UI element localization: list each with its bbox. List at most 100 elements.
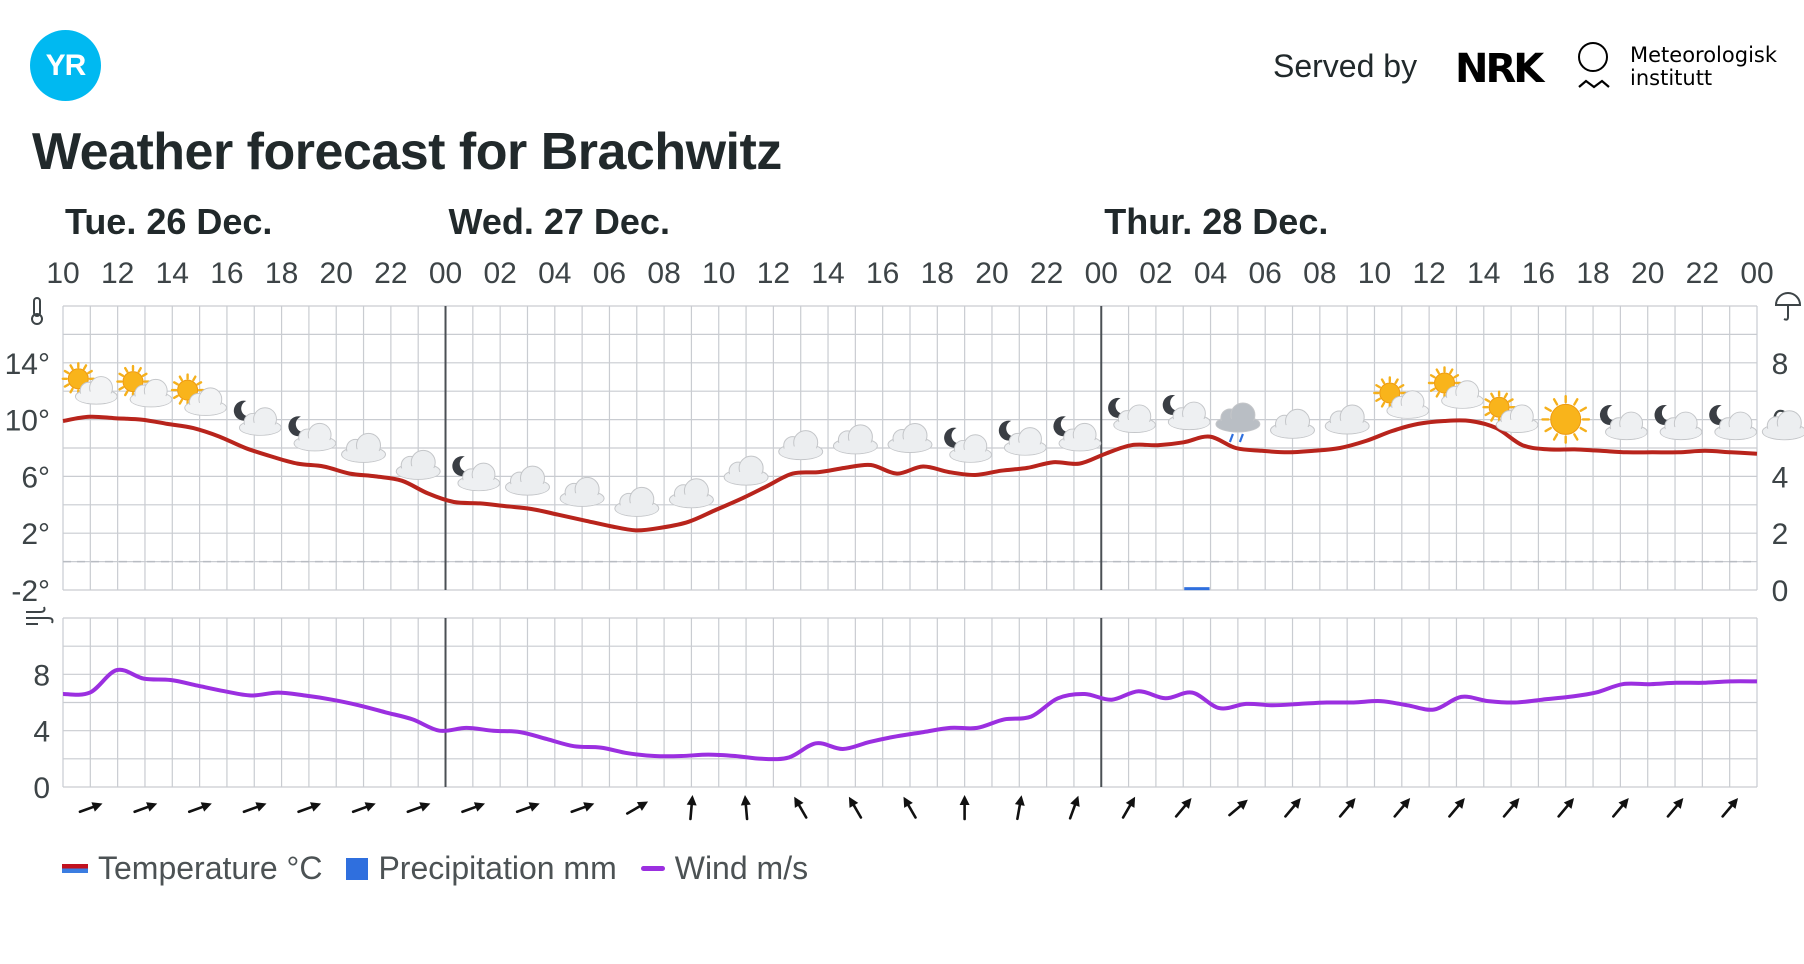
cloud-shape <box>1441 380 1484 409</box>
cloud-fill <box>342 448 385 462</box>
cloud-shape <box>949 434 992 463</box>
cloud-fill <box>779 446 822 460</box>
sun-ray <box>63 383 70 388</box>
cloud-shape <box>832 424 878 455</box>
precipitation-swatch <box>346 857 369 880</box>
x-tick-label: 04 <box>1194 257 1227 290</box>
x-tick-label: 00 <box>429 257 462 290</box>
weather-symbol-light-rain-icon <box>1215 402 1261 443</box>
sun-ray <box>1484 411 1491 417</box>
wind-direction-arrow <box>1502 798 1520 818</box>
met-circle-icon <box>1578 42 1608 72</box>
legend: Temperature °C Precipitation mm Wind m/s <box>62 850 832 887</box>
logo-text: YR <box>45 48 87 82</box>
nrk-logo[interactable]: NRK <box>1455 46 1544 92</box>
wind-direction-arrow <box>133 802 158 814</box>
cloud-shape <box>1003 427 1047 456</box>
weather-symbol-cloudy-icon <box>1324 404 1370 435</box>
served-by-label: Served by <box>1273 48 1418 84</box>
cloud-shape <box>559 476 605 507</box>
weather-symbol-cloudy-icon <box>778 430 824 461</box>
moon-crescent <box>1599 404 1619 425</box>
cloud-fill <box>397 465 440 479</box>
sun-ray <box>1484 398 1491 403</box>
wind-icon <box>26 606 54 625</box>
sun-ray <box>87 369 93 375</box>
wind-direction-arrow <box>570 802 595 814</box>
arrow-head <box>1454 798 1465 809</box>
rain-drop <box>1228 433 1234 443</box>
cloud-shape <box>238 407 282 436</box>
arrow-head <box>686 795 697 806</box>
weather-symbol-partly-cloudy-moon-icon <box>1709 404 1758 441</box>
arrow-head <box>1181 798 1192 809</box>
cloud-shape <box>457 462 501 492</box>
met-line-1: Meteorologisk <box>1630 43 1778 67</box>
wind-tick-label: 0 <box>33 772 50 805</box>
x-tick-label: 08 <box>647 257 680 290</box>
wind-direction-arrow <box>187 802 212 814</box>
met-text: Meteorologisk institutt <box>1630 44 1777 90</box>
moon-shape <box>452 456 471 477</box>
cloud-fill <box>76 391 117 404</box>
wind-direction-arrow <box>959 795 970 821</box>
moon-crescent <box>998 420 1018 441</box>
cloud-fill <box>131 394 171 407</box>
cloud-shape <box>74 376 118 405</box>
wind-direction-arrow <box>848 796 863 819</box>
legend-precipitation: Precipitation mm <box>346 850 617 887</box>
x-tick-label: 18 <box>1576 257 1609 290</box>
cloud-fill <box>1497 419 1538 433</box>
weather-symbol-cloudy-icon <box>505 465 550 496</box>
met-institute-logo[interactable]: Meteorologisk institutt <box>1578 40 1778 100</box>
cloud-fill <box>1114 419 1155 433</box>
cloud-fill <box>1442 395 1483 408</box>
cloud-fill <box>185 402 226 415</box>
x-tick-label: 12 <box>101 257 134 290</box>
umbrella-icon <box>1774 292 1802 321</box>
temp-tick-label: 2° <box>21 518 50 551</box>
sun-ray <box>1573 398 1579 406</box>
arrow-head <box>583 802 595 812</box>
rain-drop <box>1238 433 1244 443</box>
cloud-fill <box>1606 426 1647 440</box>
arrow-head <box>903 796 913 808</box>
cloud-shape <box>505 465 550 496</box>
weather-symbol-partly-cloudy-moon-icon <box>1108 397 1156 433</box>
arrow-head <box>1345 798 1356 809</box>
sun-ray <box>1435 391 1440 398</box>
arrow-head <box>1509 798 1520 809</box>
arrow-head <box>1727 798 1739 809</box>
sun-ray <box>1429 387 1436 392</box>
arrow-head <box>1618 798 1629 809</box>
arrow-head <box>1070 795 1080 807</box>
weather-symbol-cloudy-icon <box>832 424 878 455</box>
wind-swatch <box>640 866 665 871</box>
arrow-head <box>528 802 540 812</box>
yr-logo[interactable]: YR <box>30 30 101 101</box>
moon-shape <box>1599 404 1619 425</box>
wind-direction-arrow <box>1557 798 1575 818</box>
arrow-head <box>959 795 970 805</box>
sun-ray <box>1490 415 1495 422</box>
moon-shape <box>944 427 963 448</box>
cloud-shape <box>1324 404 1370 435</box>
precip-tick-label: 8 <box>1772 348 1789 381</box>
cloud-fill <box>1271 424 1314 438</box>
weather-symbol-partly-cloudy-moon-icon <box>288 416 337 452</box>
arrow-head <box>473 802 486 812</box>
sun-ray <box>1375 397 1382 402</box>
temp-tick-label: 14° <box>5 348 50 381</box>
arrow-head <box>146 802 158 812</box>
precipitation-bar <box>1184 587 1210 591</box>
moon-crescent <box>1162 394 1182 415</box>
cloud-fill <box>889 439 931 452</box>
x-tick-label: 06 <box>1249 257 1282 290</box>
sun-ray <box>82 364 88 371</box>
sun-ray <box>1579 426 1588 433</box>
arrow-head <box>1399 798 1411 809</box>
x-tick-label: 10 <box>702 257 735 290</box>
wind-direction-arrow <box>406 802 431 814</box>
weather-symbol-partly-cloudy-sun-icon <box>1373 376 1430 419</box>
